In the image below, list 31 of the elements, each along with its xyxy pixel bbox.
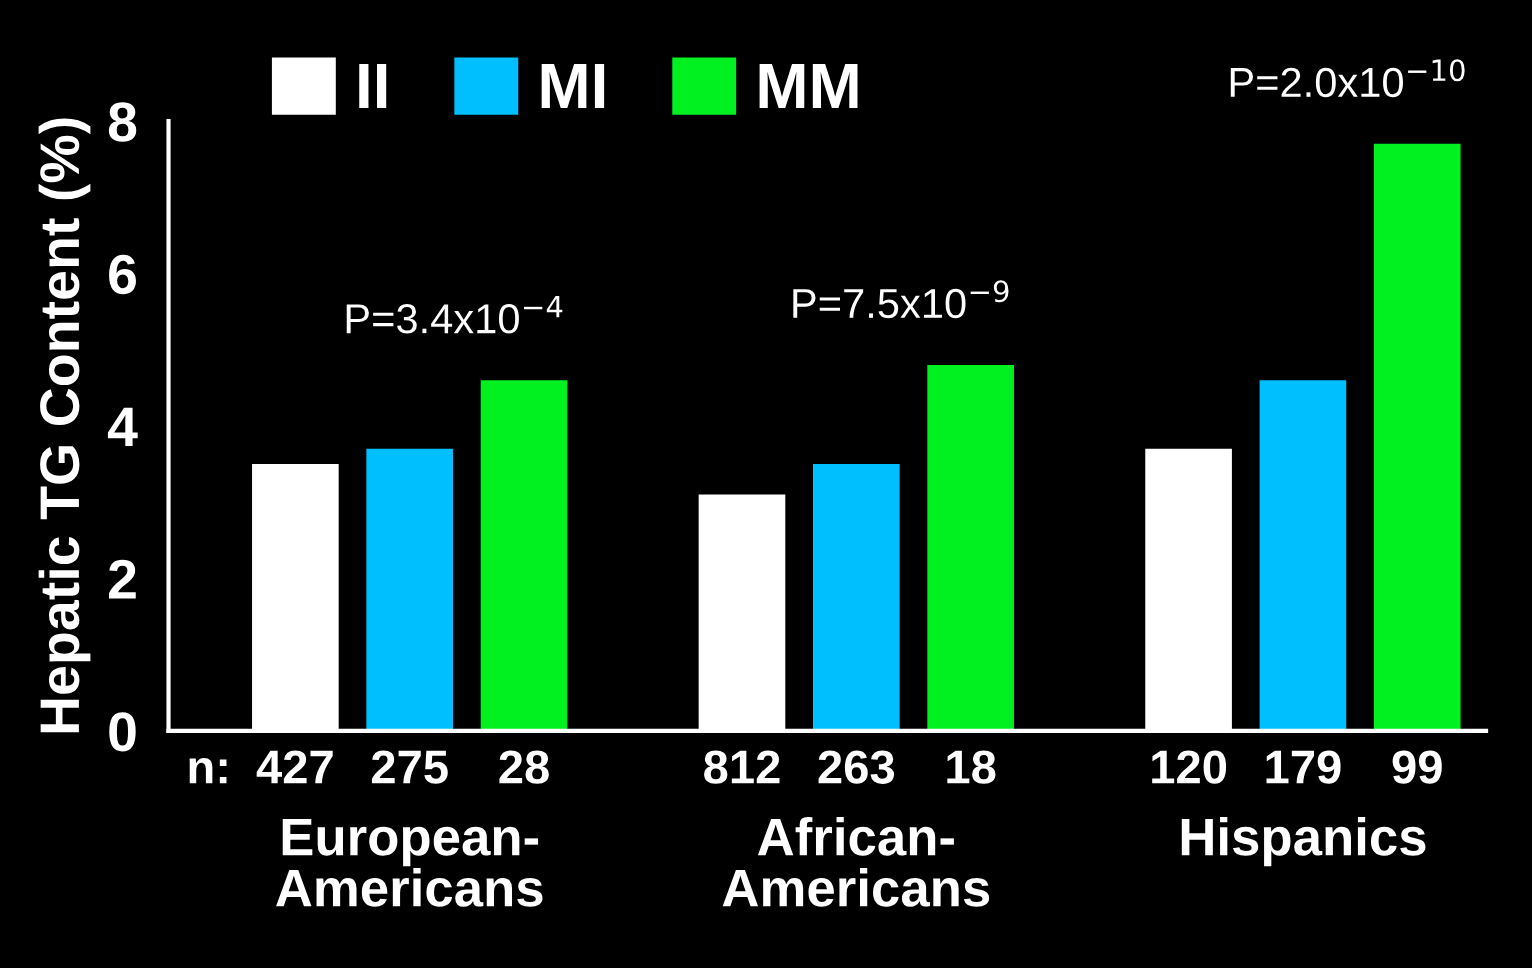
legend-label: II xyxy=(359,64,387,108)
y-tick-label: 8 xyxy=(108,102,137,142)
bar xyxy=(1373,143,1461,731)
bar xyxy=(366,448,454,731)
text: 263 xyxy=(818,750,894,784)
y-tick-label: 4 xyxy=(107,407,138,447)
text: 18 xyxy=(947,750,996,784)
annotation: P=3.4x10$^{−4}$ xyxy=(346,295,563,334)
bar xyxy=(927,364,1014,731)
text: 99 xyxy=(1392,750,1442,784)
x-tick-label: African-Americans xyxy=(722,816,990,907)
text: 427 xyxy=(256,750,333,784)
legend-label: MM xyxy=(759,64,858,108)
text: P=2.0x10$^{−10}$ xyxy=(1230,59,1465,98)
text: 120 xyxy=(1152,750,1227,784)
y-tick-label: 6 xyxy=(109,254,136,295)
text: 28 xyxy=(499,750,549,784)
text: 812 xyxy=(704,750,780,784)
y-tick-label: 0 xyxy=(109,712,136,752)
legend-label: MI xyxy=(541,64,605,108)
text: n: xyxy=(189,757,227,784)
text: 179 xyxy=(1266,750,1341,784)
y-tick-label: 2 xyxy=(109,559,136,599)
x-tick-label: European-Americans xyxy=(276,818,543,907)
bar xyxy=(1259,380,1347,731)
y-axis-title: Hepatic TG Content (%) xyxy=(38,118,91,733)
bar xyxy=(812,464,900,731)
text: 275 xyxy=(371,750,448,784)
annotation: P=7.5x10$^{−9}$ xyxy=(793,280,1009,319)
bar xyxy=(480,380,568,731)
x-tick-label: Hispanics xyxy=(1181,816,1426,867)
